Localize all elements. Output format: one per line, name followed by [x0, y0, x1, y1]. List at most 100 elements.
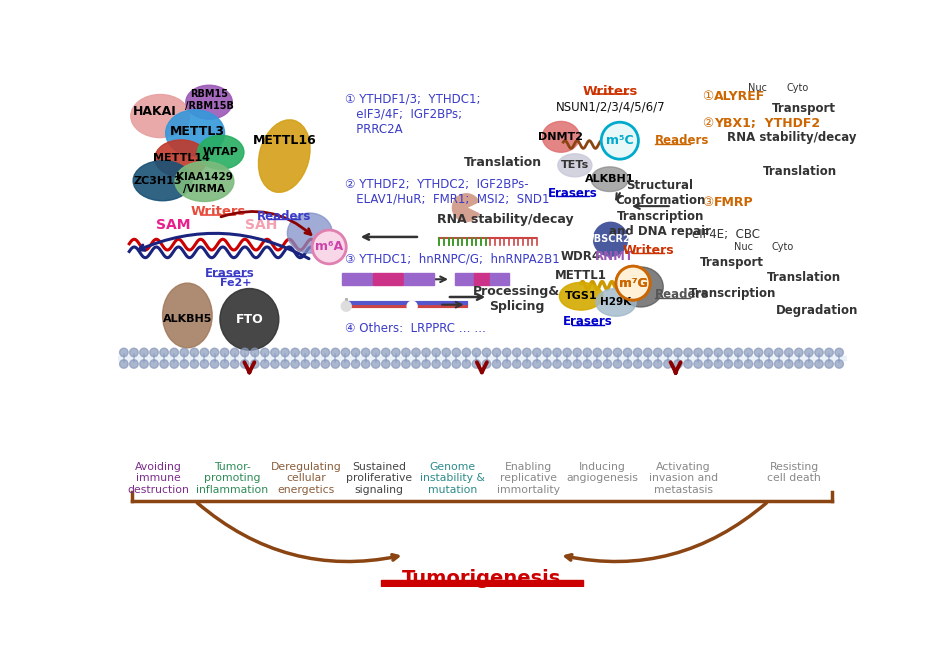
Circle shape [342, 302, 351, 311]
Ellipse shape [259, 120, 311, 192]
Text: Structural
Conformation: Structural Conformation [614, 179, 706, 207]
Circle shape [533, 360, 541, 368]
Text: m⁷G: m⁷G [618, 277, 647, 289]
Circle shape [552, 360, 562, 368]
Circle shape [160, 348, 168, 357]
Circle shape [200, 348, 209, 357]
Circle shape [616, 266, 650, 300]
Text: Cyto: Cyto [772, 242, 793, 252]
Text: METTL3: METTL3 [170, 125, 225, 138]
Circle shape [644, 360, 652, 368]
Circle shape [412, 360, 421, 368]
Ellipse shape [559, 282, 603, 310]
Text: ALYREF: ALYREF [714, 90, 766, 103]
Circle shape [764, 348, 773, 357]
Bar [118, 357, 847, 360]
Circle shape [291, 348, 299, 357]
Circle shape [704, 348, 712, 357]
Circle shape [614, 360, 622, 368]
Text: Processing&
Splicing: Processing& Splicing [473, 285, 560, 312]
Circle shape [633, 348, 642, 357]
Circle shape [180, 348, 188, 357]
Ellipse shape [155, 140, 208, 177]
Circle shape [180, 360, 188, 368]
Circle shape [774, 348, 783, 357]
Circle shape [805, 360, 813, 368]
Circle shape [402, 360, 410, 368]
Circle shape [492, 360, 501, 368]
Text: Activating
invasion and
metastasis: Activating invasion and metastasis [648, 462, 718, 495]
Text: Nuc: Nuc [748, 83, 767, 94]
Circle shape [210, 360, 218, 368]
Circle shape [563, 360, 571, 368]
Circle shape [744, 348, 753, 357]
Bar [381, 581, 582, 586]
Circle shape [785, 348, 793, 357]
Circle shape [301, 360, 310, 368]
Circle shape [785, 360, 793, 368]
Circle shape [342, 360, 350, 368]
Circle shape [774, 360, 783, 368]
Text: ④ Others:  LRPPRC … …: ④ Others: LRPPRC … … [344, 322, 486, 335]
Circle shape [623, 360, 631, 368]
Circle shape [492, 348, 501, 357]
Circle shape [250, 360, 259, 368]
Circle shape [139, 360, 149, 368]
Circle shape [472, 360, 481, 368]
Ellipse shape [133, 161, 192, 201]
Circle shape [170, 360, 179, 368]
Text: ①: ① [702, 90, 713, 103]
Circle shape [543, 348, 551, 357]
Ellipse shape [166, 110, 225, 156]
Circle shape [724, 348, 733, 357]
Text: eIF4E;  CBC: eIF4E; CBC [692, 228, 760, 241]
Ellipse shape [287, 213, 332, 253]
Circle shape [150, 348, 158, 357]
Text: ALKBH1: ALKBH1 [585, 174, 634, 184]
Circle shape [704, 360, 712, 368]
Text: METTL16: METTL16 [252, 134, 316, 147]
Text: WBSCR22: WBSCR22 [583, 234, 637, 244]
Circle shape [291, 360, 299, 368]
Circle shape [573, 360, 582, 368]
Circle shape [321, 348, 329, 357]
Circle shape [755, 348, 763, 357]
Text: ③: ③ [702, 196, 713, 209]
Text: Transport: Transport [772, 102, 836, 115]
Text: Transport: Transport [700, 256, 764, 269]
Circle shape [714, 348, 723, 357]
Text: Avoiding
immune
destruction: Avoiding immune destruction [127, 462, 189, 495]
Circle shape [372, 360, 380, 368]
Circle shape [593, 360, 601, 368]
Text: RNMT: RNMT [595, 250, 634, 263]
Circle shape [351, 348, 359, 357]
Circle shape [654, 360, 662, 368]
Bar [489, 273, 509, 285]
Circle shape [794, 348, 803, 357]
Circle shape [280, 348, 289, 357]
Circle shape [714, 360, 723, 368]
Circle shape [312, 230, 346, 264]
Text: Nuc: Nuc [734, 242, 754, 252]
Text: Genome
instability &
mutation: Genome instability & mutation [420, 462, 485, 495]
Circle shape [724, 360, 733, 368]
Circle shape [160, 360, 168, 368]
Circle shape [472, 348, 481, 357]
Circle shape [311, 360, 320, 368]
Text: Readers: Readers [257, 210, 311, 223]
Text: DNMT2: DNMT2 [538, 132, 583, 142]
Text: Writers: Writers [582, 85, 638, 98]
Circle shape [744, 360, 753, 368]
Bar [405, 273, 434, 285]
Circle shape [130, 348, 138, 357]
Circle shape [694, 360, 702, 368]
Text: Writers: Writers [191, 205, 246, 218]
Text: Erasers: Erasers [563, 315, 613, 328]
Ellipse shape [618, 267, 663, 307]
Circle shape [633, 360, 642, 368]
Circle shape [150, 360, 158, 368]
Circle shape [139, 348, 149, 357]
Text: TETs: TETs [561, 160, 589, 170]
Circle shape [815, 360, 823, 368]
Text: METTL14: METTL14 [152, 154, 210, 163]
